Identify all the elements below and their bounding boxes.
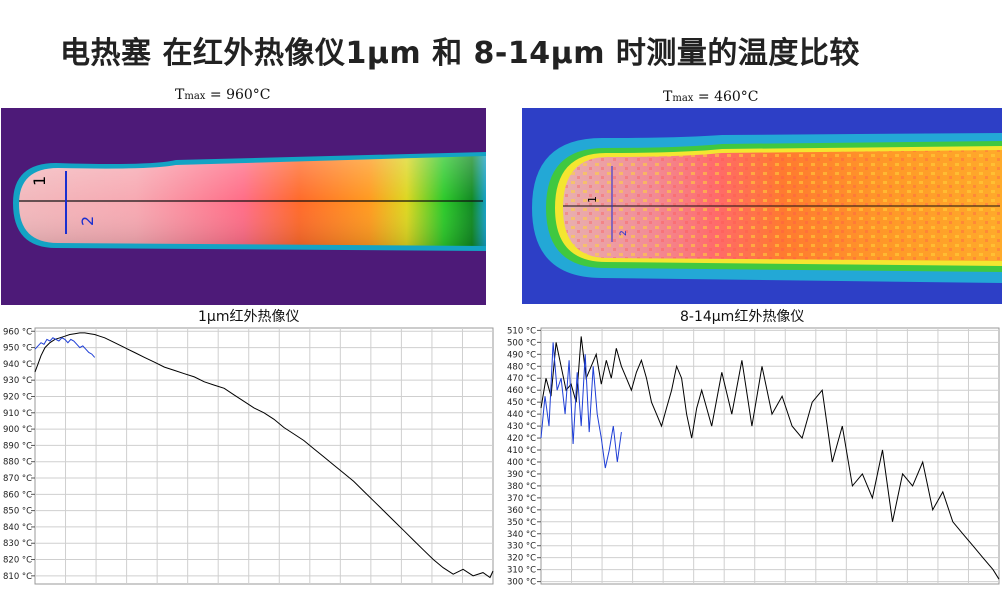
y-tick-label: 470 °C bbox=[507, 374, 536, 384]
y-tick-label: 370 °C bbox=[507, 494, 536, 504]
chart-1um: 960 °C 950 °C 940 °C 930 °C 920 °C 910 °C 900 … bbox=[1, 325, 495, 587]
y-tick-label: 410 °C bbox=[507, 446, 536, 456]
y-tick-label: 300 °C bbox=[507, 578, 536, 587]
y-tick-label: 450 °C bbox=[507, 398, 536, 408]
y-tick-label: 850 °C bbox=[3, 507, 32, 517]
y-tick-label: 400 °C bbox=[507, 458, 536, 468]
y-tick-label: 350 °C bbox=[507, 518, 536, 528]
chart-8-14um-svg: 510 °C 500 °C 490 °C 480 °C 470 °C 460 °C 450 … bbox=[507, 326, 1000, 587]
y-tick-label: 430 °C bbox=[507, 422, 536, 432]
y-tick-label: 440 °C bbox=[507, 410, 536, 420]
y-tick-label: 910 °C bbox=[3, 409, 32, 419]
series-line-2 bbox=[34, 337, 96, 358]
page-title: 电热塞 在红外热像仪1μm 和 8-14μm 时测量的温度比较 bbox=[60, 36, 860, 71]
marker-1b: 1 bbox=[586, 196, 599, 203]
y-tick-label: 810 °C bbox=[3, 572, 32, 582]
y-tick-label: 840 °C bbox=[3, 523, 32, 533]
y-tick-label: 310 °C bbox=[507, 566, 536, 576]
chart-8-14um: 510 °C 500 °C 490 °C 480 °C 470 °C 460 °C 450 … bbox=[505, 325, 1001, 587]
thermal-image-8-14um: 1 2 bbox=[522, 108, 1002, 304]
y-tick-label: 890 °C bbox=[3, 441, 32, 451]
y-tick-label: 940 °C bbox=[3, 360, 32, 370]
y-tick-label: 480 °C bbox=[507, 362, 536, 372]
y-tick-label: 960 °C bbox=[3, 327, 32, 337]
marker-2: 2 bbox=[78, 216, 97, 226]
y-tick-label: 380 °C bbox=[507, 482, 536, 492]
y-tick-label: 930 °C bbox=[3, 376, 32, 386]
y-tick-label: 360 °C bbox=[507, 506, 536, 516]
y-tick-label: 500 °C bbox=[507, 338, 536, 348]
y-tick-label: 870 °C bbox=[3, 474, 32, 484]
series-line-1 bbox=[540, 336, 1000, 580]
y-tick-label: 390 °C bbox=[507, 470, 536, 480]
marker-1: 1 bbox=[30, 176, 49, 186]
series-line-1 bbox=[34, 332, 494, 579]
y-tick-label: 950 °C bbox=[3, 344, 32, 354]
y-tick-label: 880 °C bbox=[3, 458, 32, 468]
plot-area bbox=[540, 327, 1000, 585]
chart-1um-svg: 960 °C 950 °C 940 °C 930 °C 920 °C 910 °C 900 … bbox=[3, 327, 494, 585]
y-tick-label: 510 °C bbox=[507, 326, 536, 336]
y-tick-label: 420 °C bbox=[507, 434, 536, 444]
y-tick-label: 460 °C bbox=[507, 386, 536, 396]
y-tick-label: 490 °C bbox=[507, 350, 536, 360]
tmax-label-2: Tmax = 460°C bbox=[663, 89, 759, 105]
y-tick-label: 830 °C bbox=[3, 539, 32, 549]
y-tick-label: 900 °C bbox=[3, 425, 32, 435]
thermal-image-1um: 1 2 bbox=[1, 108, 486, 305]
tmax-label-1: Tmax = 960°C bbox=[175, 87, 271, 103]
caption-8-14um: 8-14μm红外热像仪 bbox=[680, 309, 805, 325]
marker-2b: 2 bbox=[619, 230, 629, 236]
plot-area bbox=[34, 327, 494, 585]
y-tick-label: 320 °C bbox=[507, 554, 536, 564]
y-tick-label: 340 °C bbox=[507, 530, 536, 540]
caption-1um: 1μm红外热像仪 bbox=[198, 309, 300, 325]
y-tick-label: 860 °C bbox=[3, 490, 32, 500]
y-tick-label: 920 °C bbox=[3, 392, 32, 402]
series-line-2 bbox=[540, 342, 622, 469]
y-tick-label: 820 °C bbox=[3, 556, 32, 566]
y-tick-label: 330 °C bbox=[507, 542, 536, 552]
